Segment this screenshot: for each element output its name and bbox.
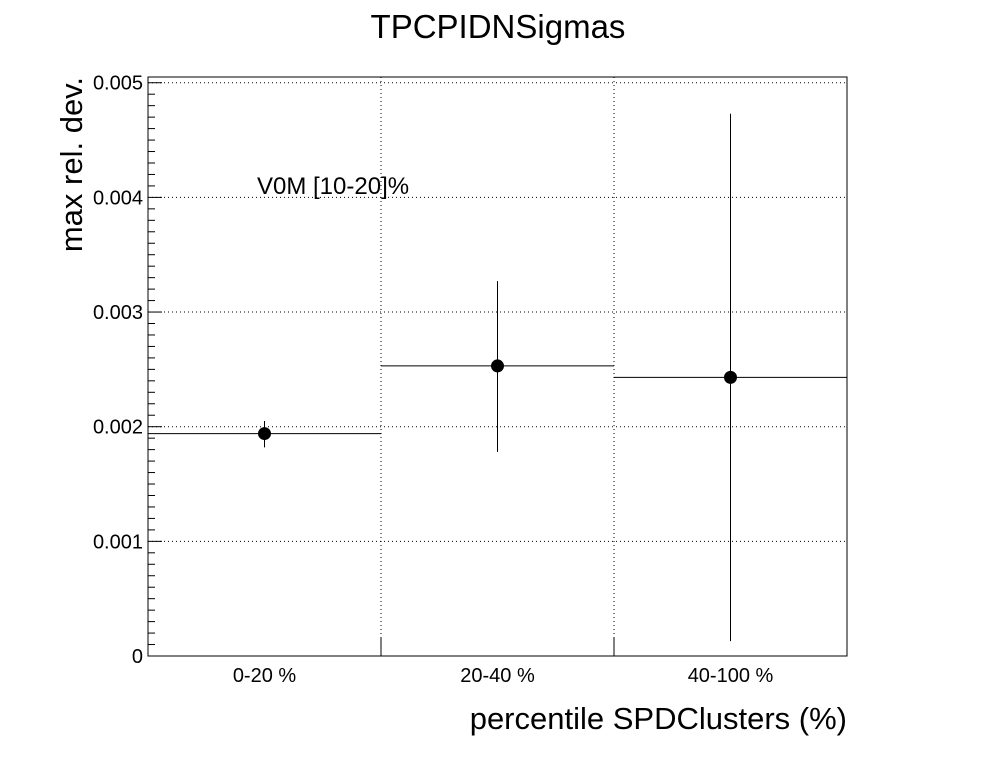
plot-frame [147,76,848,657]
data-marks [148,113,847,642]
chart-title: TPCPIDNSigmas [371,8,626,45]
y-axis-ticks: 0 0.001 0.002 0.003 0.004 0.005 [93,73,162,668]
y-tick-label: 0.004 [93,187,143,209]
y-tick-label: 0 [132,646,143,668]
y-tick-label: 0.002 [93,417,143,439]
x-tick-label: 0-20 % [233,665,297,687]
x-axis-ticks: 0-20 % 20-40 % 40-100 % [233,638,774,687]
x-axis-label: percentile SPDClusters (%) [470,701,847,736]
y-axis-label: max rel. dev. [54,77,89,252]
data-point [724,370,737,384]
x-tick-label: 40-100 % [688,665,774,687]
x-tick-label: 20-40 % [460,665,535,687]
data-point [258,427,271,441]
annotation-label: V0M [10-20]% [257,173,409,200]
data-point [491,359,504,373]
y-tick-label: 0.001 [93,531,143,553]
y-tick-label: 0.003 [93,302,143,324]
y-tick-label: 0.005 [93,73,143,95]
